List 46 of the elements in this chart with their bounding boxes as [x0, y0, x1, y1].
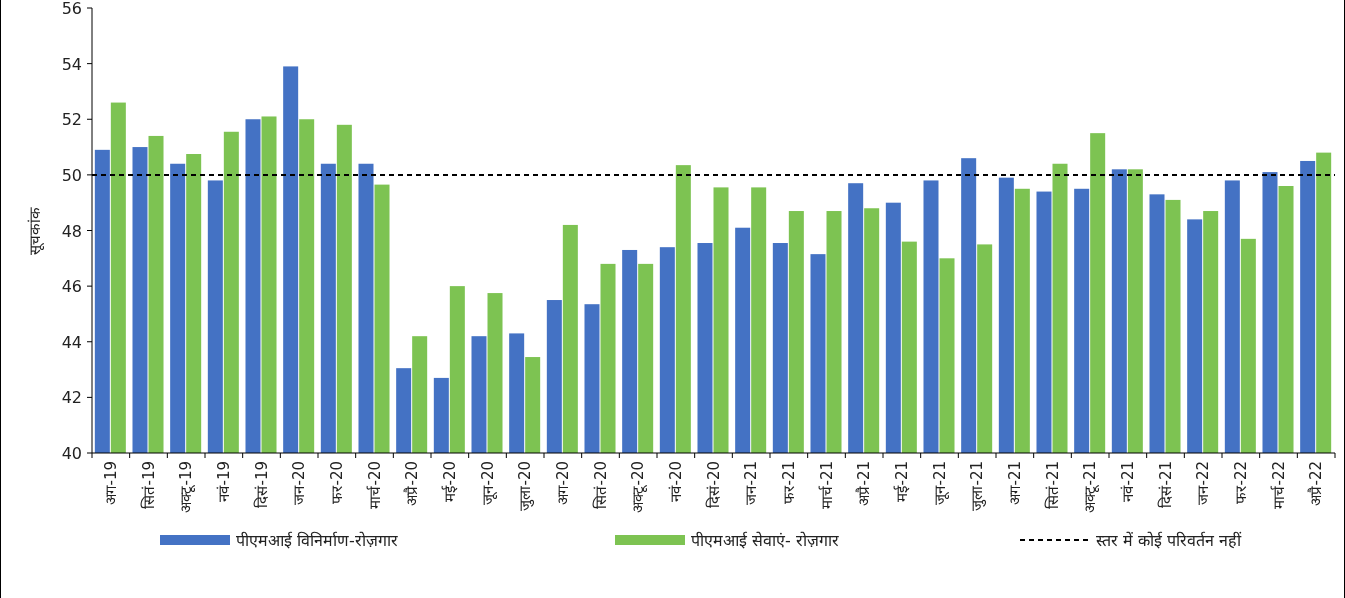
legend-label: पीएमआई सेवाएं- रोज़गार — [691, 531, 839, 550]
x-tick-label: अप्रै-22 — [1307, 461, 1326, 506]
y-tick-label: 42 — [61, 388, 82, 408]
legend-label: स्तर में कोई परिवर्तन नहीं — [1096, 531, 1243, 550]
x-tick-label: सितं-19 — [139, 461, 158, 509]
x-tick-label: सितं-20 — [591, 461, 610, 509]
x-tick-label: मई-21 — [892, 461, 911, 502]
x-tick-label: सितं-21 — [1043, 461, 1062, 509]
x-tick-label: मार्च-21 — [817, 461, 836, 509]
x-tick-label: अग-19 — [101, 461, 120, 505]
x-tick-label: जुला-21 — [968, 461, 988, 511]
y-tick-label: 48 — [61, 221, 82, 241]
y-tick-label: 52 — [61, 110, 82, 130]
x-tick-label: फर-21 — [779, 461, 798, 504]
x-tick-label: दिसं-19 — [252, 461, 271, 508]
y-tick-label: 46 — [61, 277, 82, 297]
x-tick-label: अक्टू-21 — [1081, 461, 1101, 513]
x-tick-label: अप्रै-20 — [403, 461, 422, 506]
x-tick-label: अक्टू-19 — [177, 461, 197, 513]
x-tick-label: अप्रै-21 — [855, 461, 874, 506]
x-tick-label: जन-20 — [290, 461, 309, 505]
x-tick-label: जून-21 — [930, 461, 950, 505]
x-tick-label: दिसं-21 — [1156, 461, 1175, 508]
x-tick-label: अग-21 — [1005, 461, 1024, 505]
x-tick-label: दिसं-20 — [704, 461, 723, 508]
x-tick-label: अग-20 — [553, 461, 572, 505]
y-tick-label: 56 — [61, 0, 82, 18]
x-tick-label: जुला-20 — [516, 461, 536, 511]
x-tick-label: मार्च-20 — [365, 461, 384, 509]
x-tick-label: नवं-21 — [1118, 461, 1137, 502]
y-tick-label: 44 — [61, 332, 82, 352]
x-tick-label: फर-22 — [1231, 461, 1250, 504]
x-tick-label: जन-22 — [1194, 461, 1213, 505]
x-tick-label: अक्टू-20 — [629, 461, 649, 513]
legend-label: पीएमआई विनिर्माण-रोज़गार — [236, 531, 398, 550]
x-tick-label: मई-20 — [440, 461, 459, 502]
y-tick-label: 54 — [61, 54, 82, 74]
x-tick-label: फर-20 — [327, 461, 346, 504]
y-tick-label: 50 — [61, 165, 82, 185]
y-axis-title: सूचकांक — [26, 206, 45, 255]
x-tick-label: जून-20 — [478, 461, 498, 505]
x-tick-label: मार्च-22 — [1269, 461, 1288, 509]
x-tick-label: नवं-20 — [666, 461, 685, 502]
x-tick-label: जन-21 — [742, 461, 761, 505]
x-tick-label: नवं-19 — [214, 461, 233, 502]
y-tick-label: 40 — [61, 444, 82, 463]
